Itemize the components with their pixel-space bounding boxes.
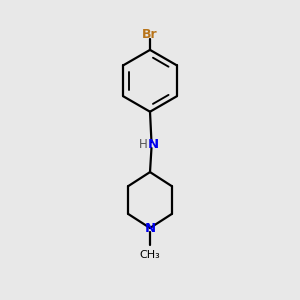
Text: N: N — [144, 221, 156, 235]
Text: N: N — [147, 138, 158, 151]
Text: H: H — [139, 138, 148, 151]
Text: CH₃: CH₃ — [140, 250, 160, 260]
Text: Br: Br — [142, 28, 158, 41]
